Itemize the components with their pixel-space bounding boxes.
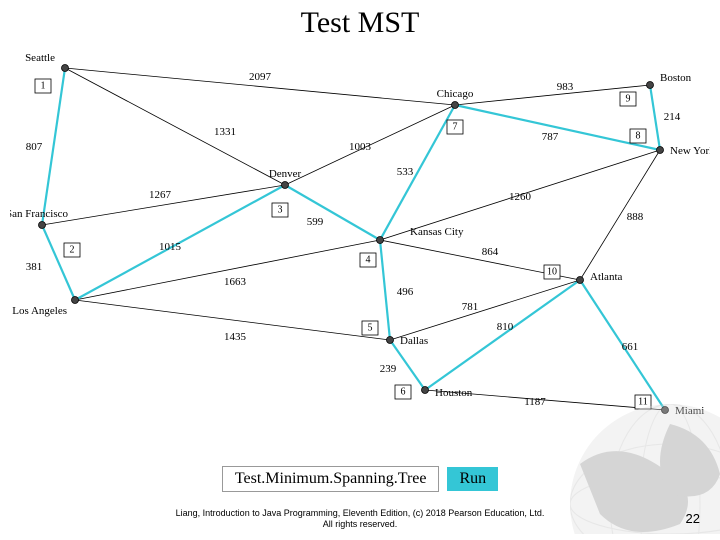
edge-weight: 1015 xyxy=(159,241,182,253)
edge-weight: 1267 xyxy=(149,189,172,201)
city-node xyxy=(422,387,429,394)
edge-weight: 214 xyxy=(664,111,681,123)
edge-weight: 1331 xyxy=(214,126,236,138)
edge-weight: 381 xyxy=(26,261,43,273)
edge-weight: 1260 xyxy=(509,191,532,203)
node-id: 9 xyxy=(626,94,631,105)
city-node xyxy=(72,297,79,304)
edge xyxy=(380,240,390,340)
edge xyxy=(285,185,380,240)
city-label: New York xyxy=(670,145,710,157)
city-label: Denver xyxy=(269,168,302,180)
city-label: Los Angeles xyxy=(12,305,67,317)
edge-weight: 599 xyxy=(307,216,324,228)
test-mst-button[interactable]: Test.Minimum.Spanning.Tree xyxy=(222,466,440,492)
footer-line1: Liang, Introduction to Java Programming,… xyxy=(176,508,545,518)
edge-weight: 983 xyxy=(557,81,574,93)
edge-weight: 1663 xyxy=(224,276,247,288)
city-node xyxy=(282,182,289,189)
node-id: 6 xyxy=(401,387,406,398)
footer: Liang, Introduction to Java Programming,… xyxy=(0,508,720,530)
city-label: Atlanta xyxy=(590,271,622,283)
edge xyxy=(42,225,75,300)
edge-weight: 661 xyxy=(622,341,639,353)
city-label: Kansas City xyxy=(410,226,464,238)
city-label: Boston xyxy=(660,72,692,84)
edge-weight: 864 xyxy=(482,246,499,258)
slide-number: 22 xyxy=(686,511,700,526)
city-node xyxy=(657,147,664,154)
node-id: 7 xyxy=(453,122,458,133)
run-button[interactable]: Run xyxy=(447,467,498,491)
node-id: 5 xyxy=(368,323,373,334)
edge-weight: 1435 xyxy=(224,331,247,343)
edge-weight: 810 xyxy=(497,321,514,333)
city-label: Houston xyxy=(435,387,473,399)
edge-weight: 533 xyxy=(397,166,414,178)
edge xyxy=(580,150,660,280)
node-id: 1 xyxy=(41,81,46,92)
button-row: Test.Minimum.Spanning.Tree Run xyxy=(0,466,720,492)
edge-weight: 888 xyxy=(627,211,644,223)
edge-weight: 1003 xyxy=(349,141,372,153)
edge xyxy=(390,280,580,340)
edge xyxy=(75,240,380,300)
edge-weight: 2097 xyxy=(249,71,272,83)
city-node xyxy=(647,82,654,89)
edge-weight: 781 xyxy=(462,301,479,313)
edge-weight: 496 xyxy=(397,286,414,298)
edge-weight: 787 xyxy=(542,131,559,143)
city-label: Seattle xyxy=(25,52,55,64)
footer-line2: All rights reserved. xyxy=(323,519,398,529)
edge xyxy=(650,85,660,150)
edge-weight: 807 xyxy=(26,141,43,153)
city-node xyxy=(39,222,46,229)
city-node xyxy=(577,277,584,284)
city-node xyxy=(377,237,384,244)
node-id: 10 xyxy=(547,267,557,278)
node-id: 3 xyxy=(278,205,283,216)
city-node xyxy=(387,337,394,344)
slide-title: Test MST xyxy=(0,6,720,40)
node-id: 2 xyxy=(70,245,75,256)
edge xyxy=(455,105,660,150)
city-label: Chicago xyxy=(437,88,474,100)
city-node xyxy=(452,102,459,109)
city-label: Dallas xyxy=(400,335,428,347)
mst-graph: 2097133180712673811015166314351003599533… xyxy=(10,50,710,440)
node-id: 4 xyxy=(366,255,371,266)
node-id: 8 xyxy=(636,131,641,142)
edge-weight: 239 xyxy=(380,363,397,375)
city-label: San Francisco xyxy=(10,208,69,220)
edge xyxy=(425,280,580,390)
city-node xyxy=(62,65,69,72)
